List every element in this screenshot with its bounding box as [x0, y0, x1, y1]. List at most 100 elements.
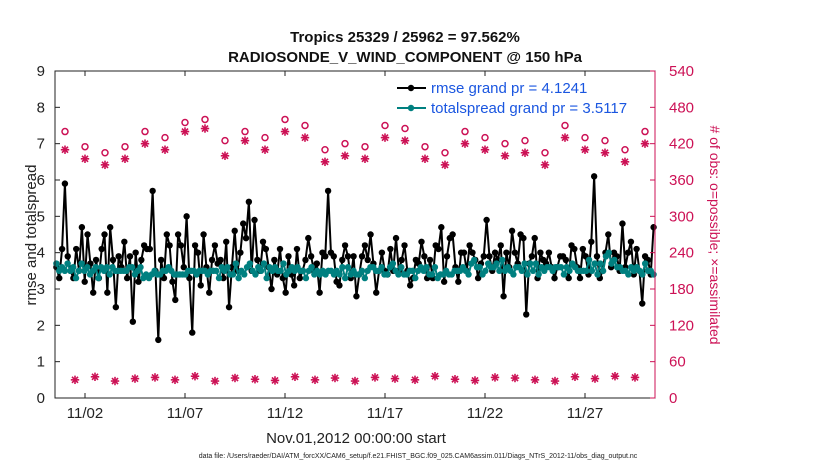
rmse-marker [324, 187, 332, 195]
totalspread-marker [241, 271, 248, 278]
totalspread-marker [84, 264, 91, 271]
obs-assimilated-marker [120, 154, 130, 164]
y-right-tick-label: 540 [669, 63, 694, 80]
totalspread-marker [95, 274, 102, 282]
totalspread-marker [70, 264, 77, 271]
totalspread-marker [299, 267, 307, 275]
rmse-marker [90, 289, 97, 296]
rmse-marker [112, 303, 120, 311]
obs-assimilated-marker [320, 157, 330, 167]
obs-low-marker [390, 374, 400, 383]
totalspread-marker [75, 267, 83, 275]
obs-low-marker [130, 374, 140, 383]
obs-possible-marker [141, 127, 149, 136]
rmse-marker [208, 256, 216, 264]
totalspread-marker [341, 274, 349, 282]
rmse-marker [474, 274, 482, 282]
totalspread-marker [639, 271, 646, 278]
totalspread-marker [235, 274, 242, 282]
totalspread-marker [510, 271, 517, 278]
y-right-tick-label: 60 [669, 354, 686, 371]
rmse-marker [135, 278, 142, 285]
obs-possible-marker [181, 118, 189, 127]
obs-low-marker [590, 374, 600, 383]
rmse-marker [503, 249, 510, 256]
obs-possible-marker [381, 121, 389, 130]
x-tick-label: 11/02 [67, 405, 103, 422]
obs-possible-marker [641, 127, 649, 136]
totalspread-marker [308, 264, 315, 271]
rmse-marker [398, 256, 405, 264]
totalspread-marker [527, 260, 534, 267]
axes-layer: 0 1 2 3 4 5 6 7 8 9 0 60 120 180 240 300 360 420 480 540 11/… [37, 63, 694, 422]
totalspread-marker [384, 271, 391, 278]
rmse-marker [483, 216, 490, 224]
rmse-marker [565, 274, 572, 282]
totalspread-marker [412, 274, 419, 282]
rmse-marker [197, 282, 204, 289]
rmse-marker [169, 278, 176, 285]
rmse-marker [129, 318, 137, 325]
y-right-tick-label: 420 [669, 136, 694, 153]
y-tick-label: 2 [37, 317, 45, 334]
rmse-marker [126, 253, 134, 260]
totalspread-marker [532, 260, 540, 267]
series-layer [53, 173, 657, 344]
totalspread-marker [78, 260, 85, 267]
rmse-marker [528, 253, 536, 260]
obs-assimilated-marker [260, 145, 270, 154]
rmse-marker [282, 289, 289, 296]
rmse-marker [378, 249, 386, 256]
rmse-marker [109, 256, 117, 264]
rmse-marker [217, 256, 224, 264]
rmse-marker [373, 289, 380, 296]
y-right-tick-label: 120 [669, 317, 694, 334]
obs-assimilated-marker [560, 133, 570, 142]
legend-rmse-marker [407, 84, 415, 92]
totalspread-marker [213, 267, 220, 275]
rmse-marker [78, 224, 86, 231]
obs-low-marker [470, 376, 480, 385]
plot-frame [54, 70, 656, 399]
rmse-marker [155, 336, 162, 344]
obs-assimilated-marker [640, 139, 650, 148]
rmse-marker [341, 242, 349, 249]
rmse-marker [588, 238, 595, 245]
rmse-marker [460, 249, 468, 256]
totalspread-marker [585, 256, 593, 264]
rmse-marker [104, 289, 111, 296]
y-right-tick-label: 240 [669, 245, 694, 262]
totalspread-marker [260, 260, 268, 267]
totalspread-marker [409, 267, 416, 275]
rmse-marker [231, 227, 238, 235]
obs-low-marker [150, 373, 160, 382]
rmse-marker [98, 245, 105, 253]
chart-subtitle: RADIOSONDE_V_WIND_COMPONENT @ 150 hPa [228, 49, 583, 66]
rmse-marker [172, 296, 179, 304]
obs-possible-marker [521, 136, 529, 145]
totalspread-marker [302, 274, 310, 282]
rmse-marker [491, 249, 499, 256]
obs-assimilated-marker [140, 139, 150, 148]
obs-possible-marker [501, 139, 509, 148]
rmse-marker [237, 249, 244, 256]
x-tick-label: 11/07 [167, 405, 203, 422]
totalspread-marker [263, 274, 270, 282]
totalspread-marker [395, 271, 402, 278]
rmse-marker [177, 242, 185, 249]
rmse-marker [358, 253, 366, 260]
rmse-marker [440, 278, 448, 285]
totalspread-marker [344, 264, 352, 271]
y-tick-label: 5 [37, 208, 45, 225]
rmse-marker [290, 282, 298, 289]
obs-assimilated-marker [420, 154, 430, 164]
totalspread-marker [470, 256, 478, 264]
rmse-marker [545, 249, 553, 256]
rmse-marker [353, 293, 360, 300]
totalspread-marker [535, 271, 542, 278]
x-tick-label: 11/17 [367, 405, 403, 422]
rmse-marker [406, 282, 414, 289]
obs-count-layer [60, 115, 650, 386]
totalspread-marker [625, 271, 632, 278]
